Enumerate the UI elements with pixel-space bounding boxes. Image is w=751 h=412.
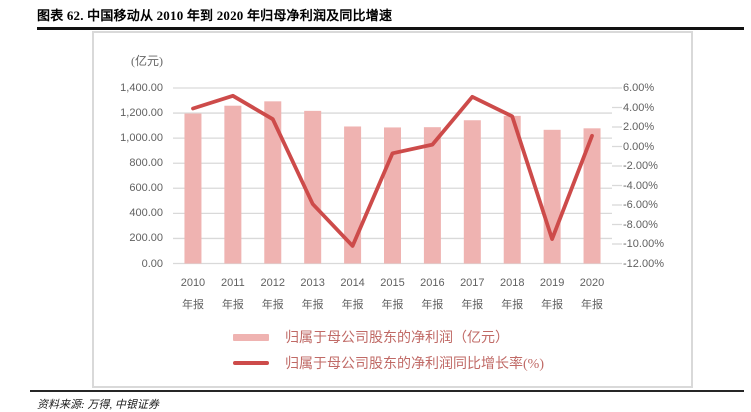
x-axis-year-label-2020: 2020 <box>579 277 605 289</box>
bar-2011 <box>224 105 242 264</box>
growth-line-series <box>191 93 594 248</box>
bar-2010 <box>184 113 202 264</box>
legend-item-net-profit: 归属于母公司股东的净利润（亿元） <box>233 324 544 350</box>
right-axis-tick-label: 2.00% <box>623 121 655 133</box>
source-divider <box>30 390 744 392</box>
source-note: 资料来源: 万得, 中银证券 <box>37 399 159 411</box>
x-axis-year-label-2017: 2017 <box>460 277 485 289</box>
x-axis-year-label-2013: 2013 <box>300 277 325 289</box>
right-axis-tick-label: 4.00% <box>623 101 655 114</box>
legend-label-growth-rate: 归属于母公司股东的净利润同比增长率(%) <box>285 357 544 372</box>
bar-2019 <box>543 129 561 264</box>
x-axis-period-label-2016: 年报 <box>421 299 444 311</box>
x-axis-period-label-2017: 年报 <box>461 299 484 311</box>
x-axis-year-label-2011: 2011 <box>221 277 245 289</box>
left-axis-tick-label: 1,200.00 <box>120 107 163 120</box>
left-axis-tick-label: 600.00 <box>129 182 163 195</box>
x-axis-period-label-2013: 年报 <box>301 299 324 311</box>
figure-title: 图表 62. 中国移动从 2010 年到 2020 年归母净利润及同比增速 <box>37 8 393 23</box>
x-axis-year-label-2012: 2012 <box>260 277 285 289</box>
left-axis-tick-label: 1,400.00 <box>120 82 163 94</box>
left-axis-tick-label: 0.00 <box>141 257 163 270</box>
right-axis-tick-label: -2.00% <box>623 160 658 172</box>
x-axis-period-label-2014: 年报 <box>341 299 364 311</box>
x-axis-year-label-2014: 2014 <box>340 277 365 289</box>
right-axis-tick-label: 0.00% <box>623 140 655 153</box>
title-divider <box>37 27 744 30</box>
x-axis-year-label-2015: 2015 <box>380 277 405 289</box>
left-axis-tick-label: 1,000.00 <box>120 132 163 145</box>
bar-2016 <box>423 127 441 264</box>
right-axis-tick-label: 6.00% <box>623 82 655 94</box>
x-axis-period-label-2011: 年报 <box>221 299 244 311</box>
legend-item-growth-rate: 归属于母公司股东的净利润同比增长率(%) <box>233 350 544 376</box>
legend-label-net-profit: 归属于母公司股东的净利润（亿元） <box>285 331 509 346</box>
x-axis-year-label-2010: 2010 <box>180 277 206 289</box>
right-axis-tick-label: -12.00% <box>623 257 664 270</box>
x-axis-year-label-2016: 2016 <box>420 277 445 289</box>
bar-2015 <box>384 127 401 264</box>
left-axis-tick-label: 400.00 <box>129 207 163 220</box>
x-axis-period-label-2010: 年报 <box>181 299 204 311</box>
x-axis-period-label-2012: 年报 <box>261 299 284 311</box>
bar-2018 <box>503 115 521 264</box>
chart-legend: 归属于母公司股东的净利润（亿元） 归属于母公司股东的净利润同比增长率(%) <box>233 324 544 376</box>
bar-2013 <box>304 110 322 264</box>
right-axis-tick-label: -10.00% <box>623 238 664 250</box>
chart-plot <box>173 87 622 265</box>
x-axis-period-label-2015: 年报 <box>381 299 404 311</box>
bar-2014 <box>344 126 362 264</box>
x-axis-year-label-2019: 2019 <box>539 277 565 289</box>
bar-2012 <box>264 101 282 264</box>
bar-2020 <box>583 128 601 264</box>
left-axis-tick-label: 800.00 <box>129 157 163 170</box>
line-swatch-icon <box>233 361 269 365</box>
x-axis-year-label-2018: 2018 <box>499 277 525 289</box>
x-axis-period-label-2020: 年报 <box>581 299 604 311</box>
x-axis-period-label-2018: 年报 <box>501 299 524 311</box>
bar-2017 <box>463 120 481 264</box>
x-axis-period-label-2019: 年报 <box>541 299 564 311</box>
bar-swatch-icon <box>233 333 269 341</box>
left-axis-unit-label: (亿元) <box>131 54 163 68</box>
right-axis-tick-label: -4.00% <box>623 179 658 192</box>
chart-container: (亿元) 1,400.00 1,200.00 1,000.00 800.00 600.0… <box>92 31 693 388</box>
left-axis-tick-label: 200.00 <box>129 232 163 245</box>
right-axis-tick-label: -8.00% <box>623 218 658 231</box>
right-axis-tick-label: -6.00% <box>623 199 658 211</box>
